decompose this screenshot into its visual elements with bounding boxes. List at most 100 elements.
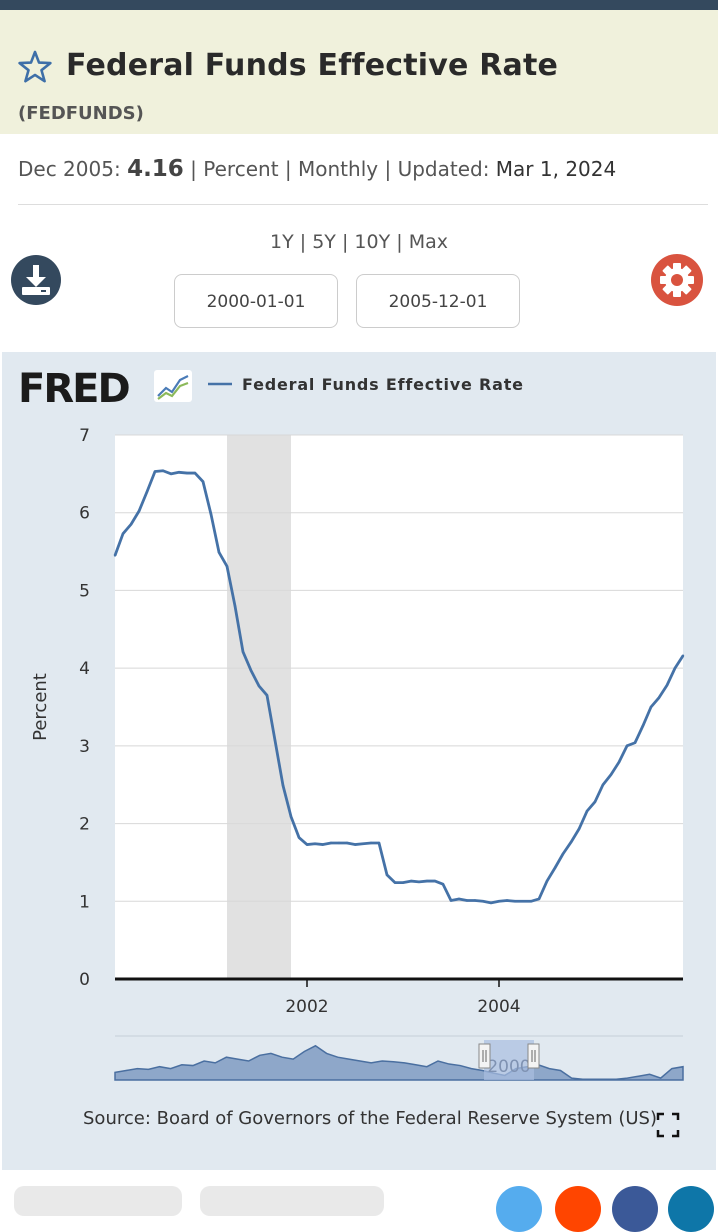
data-point-2004-07 [545, 879, 549, 883]
data-point-2000-05 [145, 490, 149, 493]
page-title: Federal Funds Effective Rate [66, 48, 559, 83]
data-point-2001-09 [273, 739, 277, 742]
range-max[interactable]: Max [408, 231, 448, 253]
data-point-2003-12 [489, 901, 493, 905]
data-point-2001-03 [225, 565, 229, 568]
data-point-2000-12 [201, 480, 205, 483]
linkedin-share-icon[interactable] [668, 1186, 714, 1232]
y-tick-label: 4 [79, 659, 90, 679]
x-tick-label: 2002 [285, 997, 328, 1017]
range-10y[interactable]: 10Y [354, 231, 391, 253]
y-axis-label: Percent [30, 673, 51, 741]
data-point-2002-04 [329, 841, 333, 845]
data-point-2002-07 [353, 843, 357, 846]
data-point-2000-10 [185, 471, 189, 475]
reddit-share-icon[interactable] [555, 1186, 601, 1232]
data-point-2002-05 [337, 841, 341, 845]
legend-label[interactable]: Federal Funds Effective Rate [242, 375, 524, 394]
data-point-2002-12 [393, 881, 397, 884]
data-point-2001-07 [257, 684, 261, 688]
facebook-share-icon[interactable] [612, 1186, 658, 1232]
plot-area [115, 435, 683, 979]
frequency-label: Monthly [298, 157, 379, 181]
x-axis-ticks: 2002 2004 [285, 979, 521, 1017]
navigator-right-handle[interactable] [527, 1043, 540, 1069]
data-point-2001-06 [249, 669, 253, 672]
data-point-2000-08 [169, 472, 173, 476]
data-point-2000-02 [121, 532, 125, 535]
data-point-2002-02 [313, 842, 317, 845]
fred-logo[interactable]: FRED [18, 366, 131, 412]
data-point-2000-03 [129, 523, 133, 526]
recession-shading [227, 435, 291, 979]
data-point-2003-06 [441, 882, 445, 886]
expand-icon[interactable] [656, 1112, 680, 1138]
data-point-2003-05 [433, 879, 437, 883]
units-label: Percent [203, 157, 279, 181]
data-point-2001-05 [241, 650, 245, 654]
data-point-2004-01 [497, 900, 501, 903]
data-point-2003-10 [473, 899, 477, 902]
meta-separator: | [284, 157, 299, 181]
data-point-2003-08 [457, 897, 461, 901]
data-point-2004-09 [561, 852, 565, 856]
start-date-input[interactable]: 2000-01-01 [174, 274, 338, 328]
divider [18, 204, 708, 205]
data-point-2004-06 [537, 897, 541, 901]
range-navigator[interactable]: 2000 [114, 1035, 684, 1081]
data-point-2002-09 [369, 841, 373, 845]
y-tick-label: 7 [79, 426, 90, 446]
twitter-share-icon[interactable] [496, 1186, 542, 1232]
star-icon[interactable] [18, 50, 52, 84]
y-tick-label: 0 [79, 970, 90, 990]
data-point-2005-06 [633, 741, 637, 744]
updated-label: Updated: [397, 157, 490, 181]
end-date-input[interactable]: 2005-12-01 [356, 274, 520, 328]
data-point-2000-04 [137, 509, 141, 513]
data-point-2002-10 [377, 841, 381, 845]
y-tick-label: 1 [79, 892, 90, 912]
x-tick-label: 2004 [477, 997, 520, 1017]
bottom-pill-button[interactable] [200, 1186, 384, 1216]
y-axis-ticks: 0 1 2 3 4 5 6 7 [79, 426, 90, 990]
data-point-2002-08 [361, 842, 365, 845]
data-points [113, 469, 685, 905]
title-band: Federal Funds Effective Rate (FEDFUNDS) [0, 10, 718, 134]
data-point-2005-11 [673, 666, 677, 670]
meta-separator: | [384, 157, 398, 181]
y-tick-label: 6 [79, 504, 90, 524]
navigator-label: 2000 [487, 1057, 530, 1077]
data-point-2001-11 [289, 815, 293, 818]
data-point-2001-12 [297, 836, 301, 839]
range-5y[interactable]: 5Y [312, 231, 336, 253]
y-tick-label: 2 [79, 815, 90, 835]
data-point-2005-04 [617, 760, 621, 764]
data-point-2005-02 [601, 783, 605, 786]
data-point-2004-03 [513, 900, 517, 903]
data-point-2003-03 [417, 880, 421, 884]
data-point-2001-08 [265, 694, 269, 697]
bottom-pill-button[interactable] [14, 1186, 182, 1216]
navigator-left-handle[interactable] [478, 1043, 491, 1069]
y-tick-label: 3 [79, 737, 90, 757]
data-point-2003-11 [481, 900, 485, 903]
range-1y[interactable]: 1Y [270, 231, 294, 253]
fred-logo-graph-icon [154, 370, 192, 402]
data-point-2002-01 [305, 843, 309, 846]
data-point-2005-12 [681, 654, 685, 657]
series-line-fedfunds [113, 469, 685, 905]
navigator-window[interactable] [484, 1040, 534, 1080]
data-point-2005-01 [593, 800, 597, 804]
chart[interactable]: FRED Federal Funds Effective Rate 0 1 2 3 4 5… [2, 352, 716, 1170]
data-point-2003-04 [425, 879, 429, 883]
range-links: 1Y | 5Y | 10Y | Max [270, 231, 448, 253]
download-icon[interactable] [10, 254, 62, 306]
data-point-2005-03 [609, 773, 613, 776]
data-point-2004-04 [521, 900, 525, 903]
data-point-2005-10 [665, 684, 669, 687]
data-point-2003-07 [449, 899, 453, 902]
data-point-2002-06 [345, 841, 349, 845]
data-point-2000-06 [153, 470, 157, 473]
data-point-2004-12 [585, 809, 589, 813]
gear-icon[interactable] [650, 253, 704, 307]
